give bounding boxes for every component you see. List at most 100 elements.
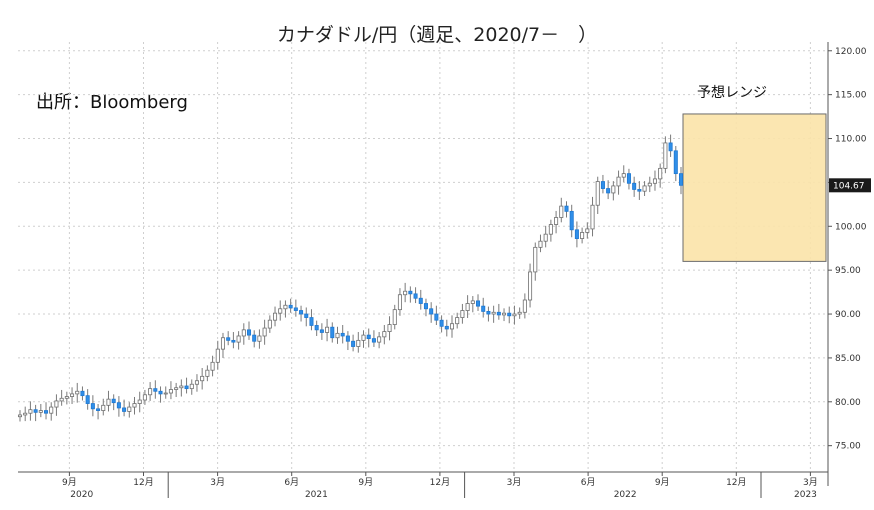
candle-body (262, 327, 267, 337)
candle (85, 389, 90, 410)
candle-body (574, 229, 579, 239)
candle-body (673, 150, 678, 175)
candle (33, 404, 38, 422)
chart-title: カナダドル/円（週足、2020/7－ ） (276, 24, 598, 46)
candle (621, 165, 626, 182)
candle (470, 296, 475, 313)
year-label: 2022 (614, 490, 637, 500)
candle (267, 315, 272, 333)
candle (205, 365, 210, 382)
candle (80, 386, 85, 401)
source-label: 出所：Bloomberg (36, 92, 188, 113)
candle-body (481, 305, 486, 312)
year-label: 2020 (70, 490, 93, 500)
candle (299, 305, 304, 322)
candle (288, 298, 293, 313)
candle-body (397, 294, 402, 311)
candle (309, 309, 314, 331)
candle-body (210, 361, 215, 371)
y-tick-label: 120.00 (835, 47, 867, 57)
candle (273, 306, 278, 327)
candle-body (28, 409, 33, 414)
candle (96, 403, 101, 420)
candle (59, 389, 64, 406)
candle-body (153, 388, 158, 392)
candle (90, 395, 95, 417)
x-tick-label: 3月 (210, 477, 225, 488)
candle-body (101, 404, 106, 411)
candle-body (616, 176, 621, 187)
candle-body (465, 303, 470, 311)
year-label: 2021 (305, 490, 328, 500)
candle-body (543, 233, 548, 242)
candle-body (330, 326, 335, 339)
candle-body (538, 240, 543, 248)
candle (444, 319, 449, 337)
candle-body (642, 185, 647, 192)
candle (517, 307, 522, 319)
candle-body (652, 178, 657, 184)
candle-body (621, 173, 626, 178)
candle-body (356, 339, 361, 347)
candle (231, 332, 236, 349)
candle-body (455, 317, 460, 325)
candle (361, 330, 366, 348)
candle (236, 331, 241, 350)
candle (616, 170, 621, 195)
candle (194, 374, 199, 392)
candle-body (325, 326, 330, 333)
candle (252, 330, 257, 348)
candle (449, 315, 455, 338)
candle-body (449, 323, 455, 330)
candle (23, 406, 28, 422)
candle (418, 289, 423, 310)
candle (476, 294, 481, 311)
candle-body (408, 290, 413, 295)
candle-body (38, 410, 43, 413)
candle (600, 174, 605, 194)
candle (351, 334, 356, 352)
candle (481, 297, 486, 318)
candle (132, 396, 137, 415)
candle (122, 399, 127, 417)
candle (387, 316, 392, 341)
candle (590, 196, 595, 237)
candle (49, 402, 54, 421)
candle (283, 300, 288, 318)
candle (174, 382, 179, 397)
candle-body (580, 232, 585, 239)
candle-body (17, 414, 23, 418)
x-tick-label: 12月 (430, 477, 450, 488)
candle-body (507, 312, 512, 317)
candle-body (174, 387, 179, 390)
candle (548, 219, 553, 242)
forecast-range-box (682, 113, 827, 262)
candle (392, 304, 397, 330)
candle (663, 136, 668, 174)
candle-body (429, 308, 434, 315)
candle-body (200, 375, 205, 382)
candle (54, 394, 59, 416)
candle (44, 402, 49, 420)
candle-body (403, 290, 408, 296)
x-tick-label: 9月 (358, 477, 373, 488)
candle-body (184, 385, 189, 390)
x-tick-label: 3月 (803, 477, 818, 488)
candle-body (486, 311, 491, 315)
candle-body (502, 312, 507, 316)
candle-body (423, 303, 428, 310)
candle-body (517, 311, 522, 315)
forecast-range-layer: 予想レンジ (682, 85, 827, 262)
candle (606, 180, 611, 200)
candle-body (194, 380, 199, 385)
candle-body (127, 406, 132, 412)
candle (262, 319, 267, 345)
candle (127, 402, 132, 418)
candle-body (314, 325, 319, 331)
last-price-tag (829, 178, 871, 193)
candle (179, 379, 184, 397)
y-tick-label: 80.00 (835, 398, 861, 408)
candle (28, 401, 33, 421)
candle-body (382, 331, 387, 338)
